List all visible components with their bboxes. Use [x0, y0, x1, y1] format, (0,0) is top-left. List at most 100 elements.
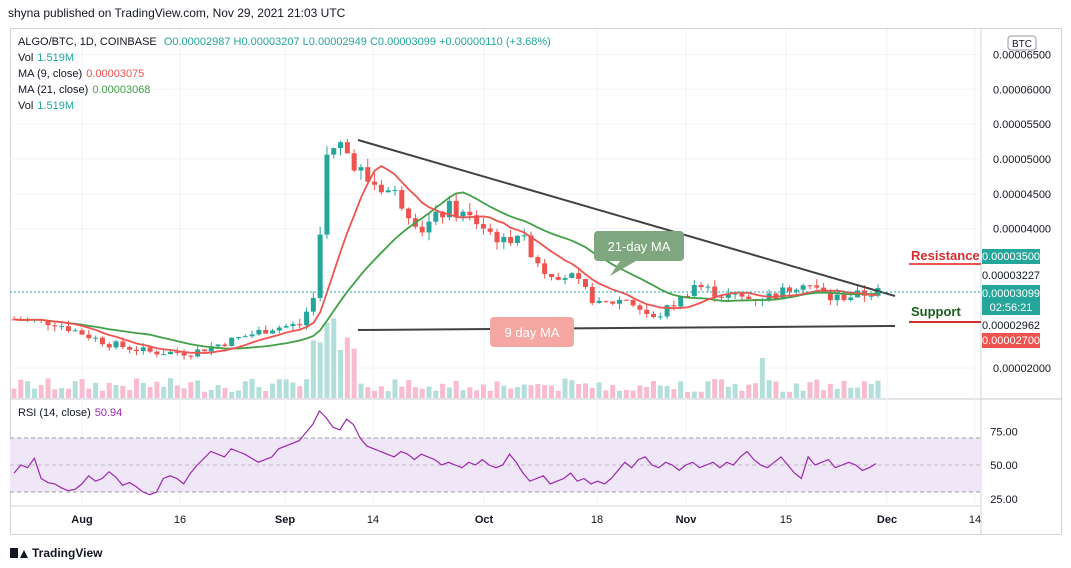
tradingview-logo-icon: [10, 548, 28, 558]
volume-bar: [65, 388, 71, 398]
volume-bar: [283, 379, 289, 398]
candle-body: [283, 326, 289, 328]
candle-body: [270, 330, 276, 334]
volume-bar: [637, 385, 643, 398]
time-tick-label: 14: [367, 514, 379, 526]
candle-body: [106, 344, 112, 348]
candle-body: [535, 257, 541, 264]
candle-body: [263, 329, 269, 334]
volume-bar: [93, 382, 99, 398]
volume-bar: [113, 385, 119, 398]
volume-bar: [331, 318, 337, 398]
candle-body: [290, 324, 296, 327]
legend-rsi-row: RSI (14, close) 50.94: [18, 407, 126, 419]
candle-body: [576, 273, 582, 279]
volume-bar: [188, 382, 194, 398]
candle-body: [201, 349, 207, 352]
volume-bar: [603, 390, 609, 398]
volume-bar: [698, 391, 704, 398]
volume-bar: [433, 390, 439, 398]
candle-body: [616, 299, 622, 304]
volume-bar: [270, 383, 276, 398]
legend-ma21-label: MA (21, close): [18, 84, 89, 96]
candle-body: [746, 296, 752, 299]
volume-bar: [256, 386, 262, 398]
candle-body: [276, 327, 282, 331]
candle-body: [324, 154, 330, 235]
volume-bar: [576, 384, 582, 398]
volume-bar: [494, 381, 500, 398]
volume-bar: [181, 388, 187, 398]
time-tick-label: Sep: [275, 514, 295, 526]
candle-body: [65, 326, 71, 331]
price-badges: 0.00003500 0.00003227 0.00003099 02:56:2…: [982, 249, 1040, 348]
price-tick-label: 0.00006500: [993, 49, 1051, 61]
candle-body: [93, 337, 99, 339]
price-tick-label: 0.00006000: [993, 84, 1051, 96]
candle-body: [555, 277, 561, 280]
candle-body: [719, 296, 725, 298]
volume-bar: [365, 387, 371, 398]
volume-bar: [719, 379, 725, 398]
volume-bar: [297, 386, 303, 398]
volume-bar: [99, 390, 105, 398]
candle-body: [793, 289, 799, 292]
volume-bar: [310, 340, 316, 398]
candle-body: [528, 235, 534, 258]
volume-bar: [732, 383, 738, 398]
currency-button[interactable]: BTC: [1007, 35, 1037, 51]
volume-bar: [120, 385, 126, 398]
volume-bar: [236, 390, 242, 398]
volume-bar: [528, 385, 534, 398]
volume-bar: [746, 384, 752, 398]
volume-bar: [276, 379, 282, 398]
volume-bar: [38, 385, 44, 398]
rsi-tick-label: 25.00: [990, 494, 1018, 506]
candle-body: [317, 234, 323, 298]
price-tick-label: 0.00002000: [993, 363, 1051, 375]
tradingview-brand[interactable]: TradingView: [10, 546, 102, 560]
candle-body: [215, 344, 221, 347]
volume-bar: [208, 389, 214, 398]
candle-body: [657, 316, 663, 318]
candle-body: [460, 211, 466, 217]
support-annotation: Support: [909, 304, 981, 323]
volume-bar: [664, 386, 670, 398]
volume-bar: [11, 388, 17, 398]
candle-body: [208, 346, 214, 352]
time-tick-label: 18: [591, 514, 603, 526]
candle-body: [181, 352, 187, 356]
chart-frame: [10, 28, 1062, 535]
candle-body: [365, 167, 371, 182]
candle-body: [814, 285, 820, 288]
badge-support: 0.00002700: [982, 335, 1040, 347]
legend-symbol-row: ALGO/BTC, 1D, COINBASE O0.00002987 H0.00…: [18, 36, 555, 48]
badge-high: 0.00003227: [982, 270, 1040, 282]
volume-bar: [814, 379, 820, 398]
volume-bar: [542, 385, 548, 398]
volume-bar: [766, 380, 772, 398]
volume-bar: [678, 381, 684, 398]
candle-body: [161, 354, 167, 356]
legend-ma9-row: MA (9, close) 0.00003075: [18, 68, 148, 80]
candle-body: [630, 299, 636, 306]
candle-body: [780, 287, 786, 300]
volume-bar: [304, 379, 310, 398]
ma21-callout-label: 21-day MA: [608, 239, 671, 254]
volume-bar: [800, 390, 806, 398]
volume-bar: [739, 390, 745, 398]
candle-body: [827, 292, 833, 301]
candle-body: [133, 349, 139, 352]
volume-bar: [79, 379, 85, 398]
candle-body: [698, 285, 704, 288]
candle-body: [113, 341, 119, 348]
candle-body: [385, 190, 391, 193]
volume-bar: [596, 382, 602, 398]
time-tick-label: Nov: [676, 514, 698, 526]
volume-bar: [372, 390, 378, 398]
candle-body: [548, 273, 554, 278]
candle-body: [623, 299, 629, 301]
resistance-label: Resistance: [911, 248, 980, 263]
volume-bar: [133, 378, 139, 398]
